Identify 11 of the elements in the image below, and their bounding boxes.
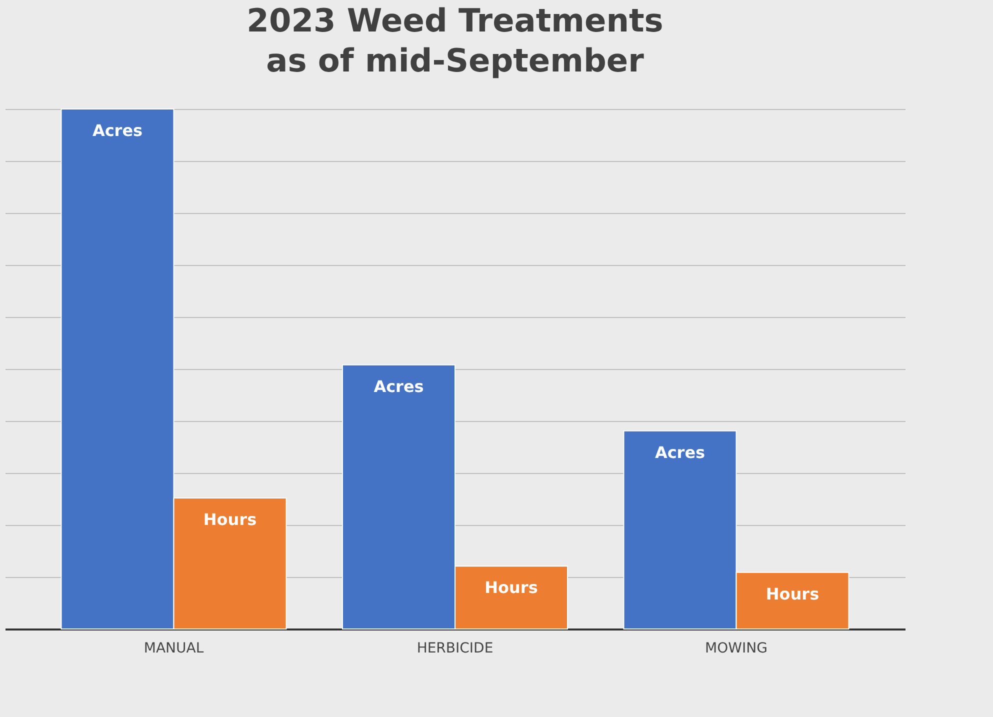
text: Hours [484,578,538,598]
text: Hours [766,584,820,604]
x-tick-label: MOWING [705,640,768,656]
chart-subtitle: as of mid-September [266,42,644,80]
chart-title: 2023 Weed Treatments [246,2,664,40]
text: Acres [374,376,424,396]
x-tick-label: HERBICIDE [416,640,494,656]
series-label: Hours [203,510,257,529]
text: Acres [654,442,706,462]
x-tick-label: MANUAL [144,640,204,656]
series-label: Acres [92,121,143,140]
